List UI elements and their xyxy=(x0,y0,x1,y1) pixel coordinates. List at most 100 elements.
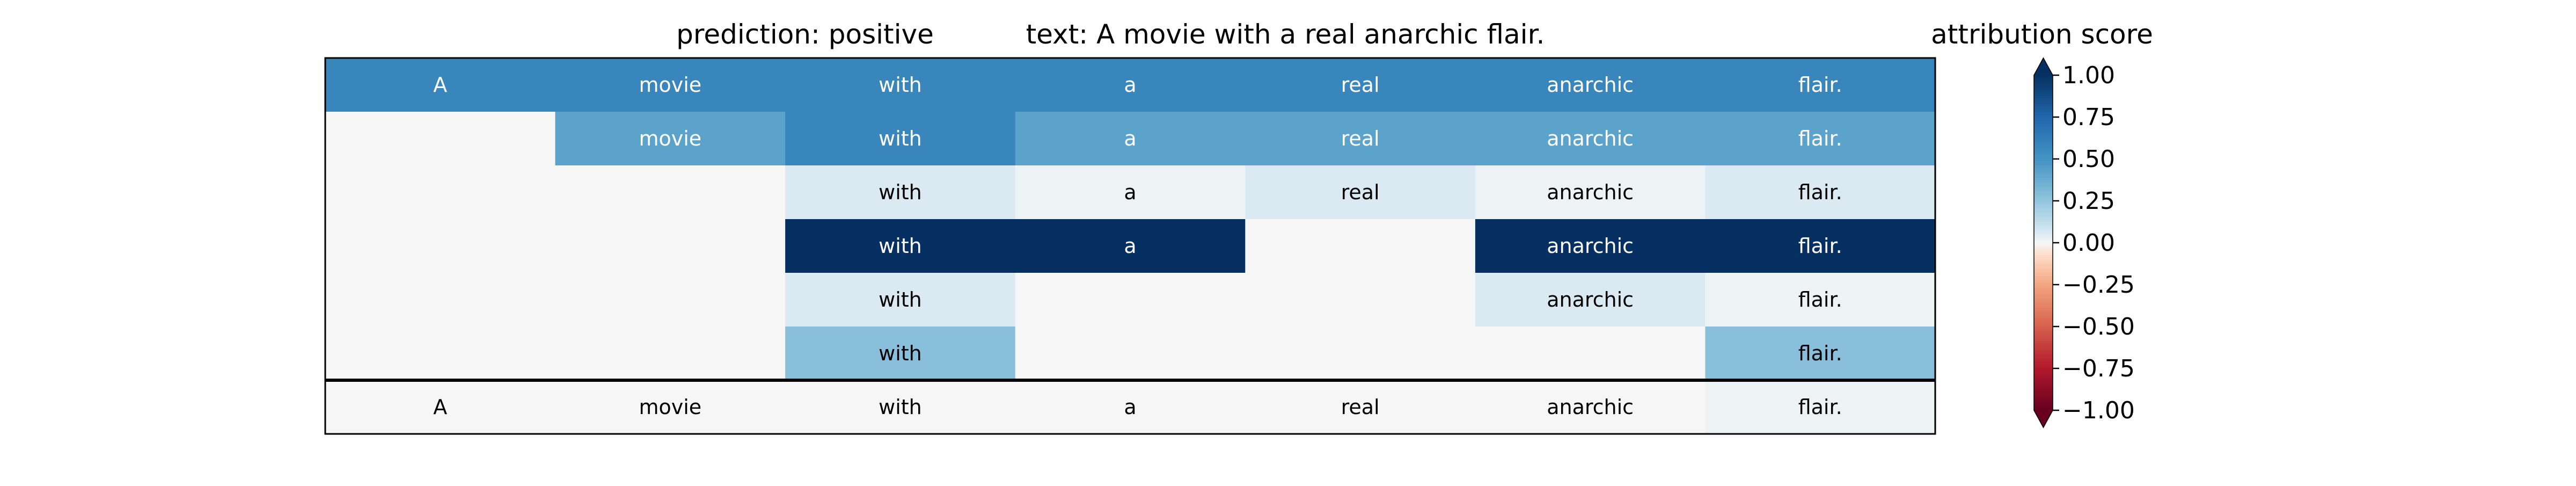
colorbar-segment xyxy=(2034,127,2053,130)
colorbar-segment xyxy=(2034,358,2053,361)
colorbar-segment xyxy=(2034,165,2053,168)
colorbar-segment xyxy=(2034,362,2053,365)
colorbar: 1.00 0.75 0.50 0.25 0.00 −0.25 −0.50 −0.75 −1.00 xyxy=(2033,57,2135,429)
colorbar-segment xyxy=(2034,159,2053,162)
colorbar-segment xyxy=(2034,259,2053,263)
colorbar-segment xyxy=(2034,339,2053,342)
colorbar-segment xyxy=(2034,297,2053,300)
colorbar-segment xyxy=(2034,230,2053,233)
heatmap-cell xyxy=(1245,327,1476,381)
colorbar-segment xyxy=(2034,222,2053,224)
colorbar-segment xyxy=(2034,286,2053,289)
colorbar-segment xyxy=(2034,106,2053,110)
colorbar-segment xyxy=(2034,253,2053,256)
colorbar-segment xyxy=(2034,207,2053,210)
heatmap-cell xyxy=(1475,327,1706,381)
colorbar-segment xyxy=(2034,343,2053,346)
token-label: a xyxy=(1124,234,1136,258)
colorbar-segment xyxy=(2034,132,2053,135)
colorbar-segment xyxy=(2034,291,2053,294)
colorbar-segment xyxy=(2034,184,2053,187)
colorbar-segment xyxy=(2034,387,2053,390)
colorbar-segment xyxy=(2034,318,2053,321)
heatmap-cell xyxy=(555,58,786,112)
colorbar-segment xyxy=(2034,205,2053,208)
token-label: anarchic xyxy=(1547,288,1634,311)
colorbar-segment xyxy=(2034,157,2053,159)
baseline-cell xyxy=(1475,380,1706,434)
heatmap-cell xyxy=(1245,112,1476,166)
colorbar-segment xyxy=(2034,188,2053,191)
token-label: flair. xyxy=(1798,288,1842,311)
colorbar-segment xyxy=(2034,345,2053,348)
token-label: A xyxy=(433,73,447,97)
colorbar-segment xyxy=(2034,306,2053,308)
token-label: anarchic xyxy=(1547,73,1634,97)
token-label: flair. xyxy=(1798,180,1842,204)
colorbar-segment xyxy=(2034,176,2053,179)
colorbar-segment xyxy=(2034,123,2053,126)
colorbar-segment xyxy=(2034,226,2053,229)
heatmap-cell xyxy=(1475,273,1706,327)
heatmap-cell xyxy=(1705,58,1936,112)
colorbar-segment xyxy=(2034,395,2053,398)
colorbar-segment xyxy=(2034,243,2053,245)
colorbar-segment xyxy=(2034,215,2053,219)
colorbar-segment xyxy=(2034,404,2053,407)
colorbar-segment xyxy=(2034,265,2053,269)
colorbar-segment xyxy=(2034,90,2053,93)
colorbar-segment xyxy=(2034,211,2053,214)
token-label: anarchic xyxy=(1547,180,1634,204)
colorbar-segment xyxy=(2034,293,2053,296)
text-title: text: A movie with a real anarchic flair… xyxy=(1026,19,1545,50)
token-label: real xyxy=(1341,73,1380,97)
colorbar-min-arrow xyxy=(2034,410,2053,427)
heatmap-cell xyxy=(555,165,786,220)
colorbar-segment xyxy=(2034,393,2053,396)
colorbar-segment xyxy=(2034,199,2053,201)
heatmap-cell xyxy=(785,327,1016,381)
colorbar-segment xyxy=(2034,173,2053,177)
colorbar-segment xyxy=(2034,85,2053,89)
heatmap-cell xyxy=(1015,165,1246,220)
heatmap-cell xyxy=(1705,112,1936,166)
colorbar-segment xyxy=(2034,374,2053,378)
heatmap-cell xyxy=(1475,219,1706,273)
colorbar-segment xyxy=(2034,236,2053,240)
colorbar-segment xyxy=(2034,92,2053,95)
baseline-cell xyxy=(785,380,1016,434)
colorbar-tick-label: −0.75 xyxy=(2062,355,2135,382)
colorbar-segment xyxy=(2034,88,2053,91)
colorbar-segment xyxy=(2034,161,2053,164)
colorbar-segment xyxy=(2034,167,2053,170)
heatmap-cell xyxy=(1705,273,1936,327)
baseline-token-label: a xyxy=(1124,395,1136,419)
heatmap-cell xyxy=(1475,112,1706,166)
colorbar-segment xyxy=(2034,324,2053,327)
colorbar-segment xyxy=(2034,316,2053,319)
colorbar-segment xyxy=(2034,201,2053,204)
colorbar-segment xyxy=(2034,347,2053,350)
colorbar-segment xyxy=(2034,81,2053,84)
baseline-token-label: with xyxy=(879,395,922,419)
token-label: anarchic xyxy=(1547,234,1634,258)
heatmap-cell xyxy=(1015,112,1246,166)
colorbar-segment xyxy=(2034,194,2053,198)
heatmap-cell xyxy=(325,112,556,166)
colorbar-segment xyxy=(2034,330,2053,333)
token-label: a xyxy=(1124,127,1136,150)
colorbar-segment xyxy=(2034,400,2053,403)
heatmap-cell xyxy=(785,165,1016,220)
heatmap-frames xyxy=(324,57,1936,435)
colorbar-tick-label: 0.25 xyxy=(2062,187,2115,215)
heatmap-cell xyxy=(1015,219,1246,273)
colorbar-segment xyxy=(2034,360,2053,363)
colorbar-segment xyxy=(2034,241,2053,243)
colorbar-segment xyxy=(2034,299,2053,302)
colorbar-segment xyxy=(2034,383,2053,386)
colorbar-segment xyxy=(2034,303,2053,306)
colorbar-segment xyxy=(2034,111,2053,114)
token-label: with xyxy=(879,180,922,204)
heatmap-cell xyxy=(555,112,786,166)
